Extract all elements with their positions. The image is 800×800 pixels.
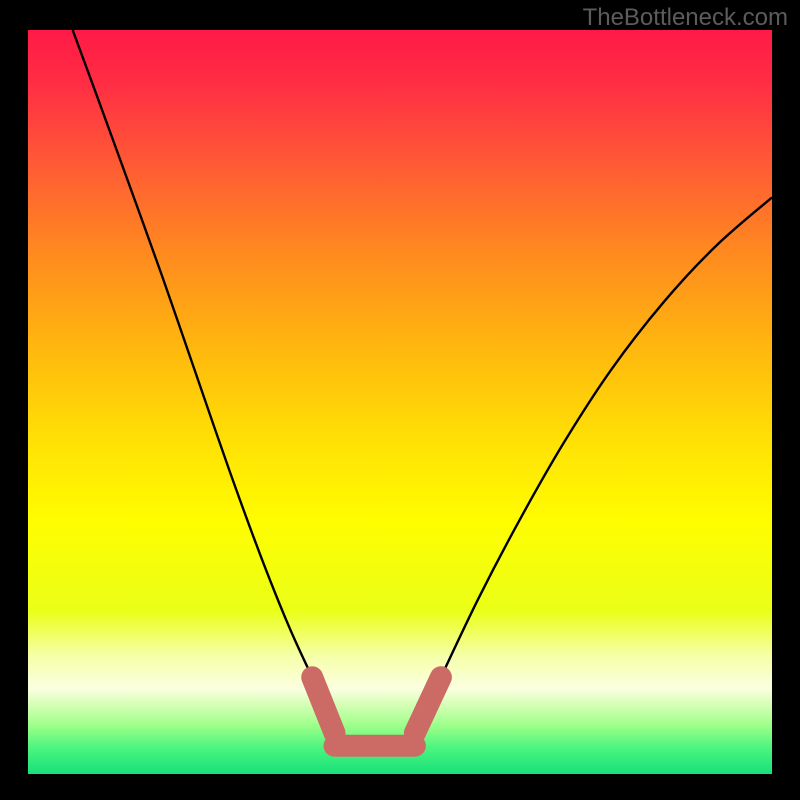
bottleneck-curve	[28, 30, 772, 774]
chart-plot-area	[28, 30, 772, 774]
watermark-text: TheBottleneck.com	[583, 4, 788, 32]
